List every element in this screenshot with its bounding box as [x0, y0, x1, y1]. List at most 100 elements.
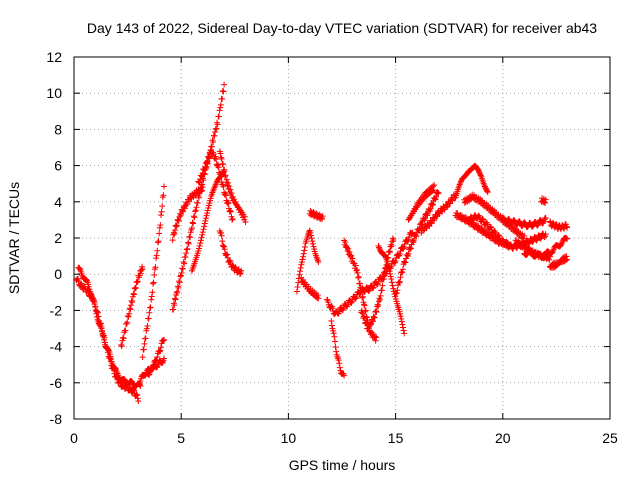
data-point-marker [210, 139, 217, 146]
data-point-marker [389, 282, 396, 289]
data-point-marker [525, 240, 532, 247]
data-point-marker [390, 285, 397, 292]
data-point-marker [127, 302, 134, 309]
data-point-marker [430, 186, 437, 193]
data-series-21 [392, 189, 442, 297]
data-point-marker [396, 279, 403, 286]
data-point-marker [213, 156, 220, 163]
data-point-marker [373, 308, 380, 315]
data-point-marker [549, 249, 556, 256]
data-point-marker [385, 265, 392, 272]
data-point-marker [229, 216, 236, 223]
data-point-marker [457, 212, 464, 219]
data-point-marker [377, 292, 384, 299]
data-point-marker [492, 229, 499, 236]
data-point-marker [238, 267, 245, 274]
data-point-marker [487, 223, 494, 230]
data-point-marker [176, 279, 183, 286]
data-point-marker [173, 289, 180, 296]
data-point-marker [370, 313, 377, 320]
data-point-marker [211, 132, 218, 139]
data-point-marker [134, 279, 141, 286]
data-point-marker [87, 290, 94, 297]
data-point-marker [146, 309, 153, 316]
data-point-marker [315, 295, 322, 302]
data-point-marker [160, 192, 167, 199]
data-point-marker [133, 391, 140, 398]
data-point-marker [372, 308, 379, 315]
data-point-marker [229, 262, 236, 269]
data-point-marker [221, 191, 228, 198]
data-point-marker [155, 238, 162, 245]
y-tick-label: 12 [46, 49, 62, 65]
data-point-marker [308, 235, 315, 242]
data-point-marker [159, 359, 166, 366]
data-point-marker [173, 223, 180, 230]
data-point-marker [315, 259, 322, 266]
data-point-marker [132, 285, 139, 292]
y-tick-label: -2 [50, 302, 63, 318]
data-point-marker [84, 277, 91, 284]
data-point-marker [161, 355, 168, 362]
data-point-marker [319, 216, 326, 223]
data-point-marker [429, 201, 436, 208]
data-point-marker [161, 336, 168, 343]
data-point-marker [142, 335, 149, 342]
data-point-marker [398, 269, 405, 276]
data-point-marker [564, 256, 571, 263]
data-point-marker [192, 208, 199, 215]
data-point-marker [355, 273, 362, 280]
tick-layer [73, 56, 611, 420]
data-point-marker [387, 273, 394, 280]
data-point-marker [157, 212, 164, 219]
data-point-marker [401, 330, 408, 337]
data-point-marker [118, 343, 125, 350]
data-point-marker [380, 275, 387, 282]
data-point-marker [218, 229, 225, 236]
data-point-marker [122, 327, 129, 334]
data-point-marker [301, 243, 308, 250]
data-point-marker [201, 220, 208, 227]
data-point-marker [426, 206, 433, 213]
data-point-marker [176, 278, 183, 285]
data-point-marker [173, 222, 180, 229]
data-point-marker [175, 218, 182, 225]
data-point-marker [218, 155, 225, 162]
data-series-8 [169, 184, 206, 244]
tick-label-layer: 0 5 10 15 20 25 -8 -6 -4 -2 0 2 4 6 8 10 12 [46, 49, 618, 446]
data-point-marker [386, 248, 393, 255]
data-point-marker [224, 251, 231, 258]
data-point-marker [196, 179, 203, 186]
data-point-marker [194, 199, 201, 206]
data-point-marker [214, 162, 221, 169]
data-point-marker [433, 193, 440, 200]
data-point-marker [476, 169, 483, 176]
data-point-marker [564, 224, 571, 231]
data-point-marker [177, 272, 184, 279]
data-point-marker [521, 232, 528, 239]
data-point-marker [212, 153, 219, 160]
data-point-marker [516, 218, 523, 225]
data-point-marker [175, 284, 182, 291]
data-point-marker [227, 207, 234, 214]
data-point-marker [185, 240, 192, 247]
data-point-marker [192, 207, 199, 214]
data-point-marker [123, 320, 130, 327]
data-point-marker [156, 230, 163, 237]
data-point-marker [200, 226, 207, 233]
y-tick-label: 6 [54, 158, 62, 174]
data-series-10 [195, 147, 236, 223]
data-point-marker [399, 321, 406, 328]
data-point-marker [406, 234, 413, 241]
data-point-marker [217, 101, 224, 108]
data-point-marker [174, 283, 181, 290]
data-point-marker [153, 364, 160, 371]
data-point-marker [202, 164, 209, 171]
data-point-marker [213, 180, 220, 187]
data-point-marker [550, 219, 557, 226]
data-point-marker [505, 216, 512, 223]
y-tick-label: -8 [50, 411, 63, 427]
data-point-marker [534, 222, 541, 229]
data-point-marker [221, 81, 228, 88]
data-point-marker [501, 215, 508, 222]
